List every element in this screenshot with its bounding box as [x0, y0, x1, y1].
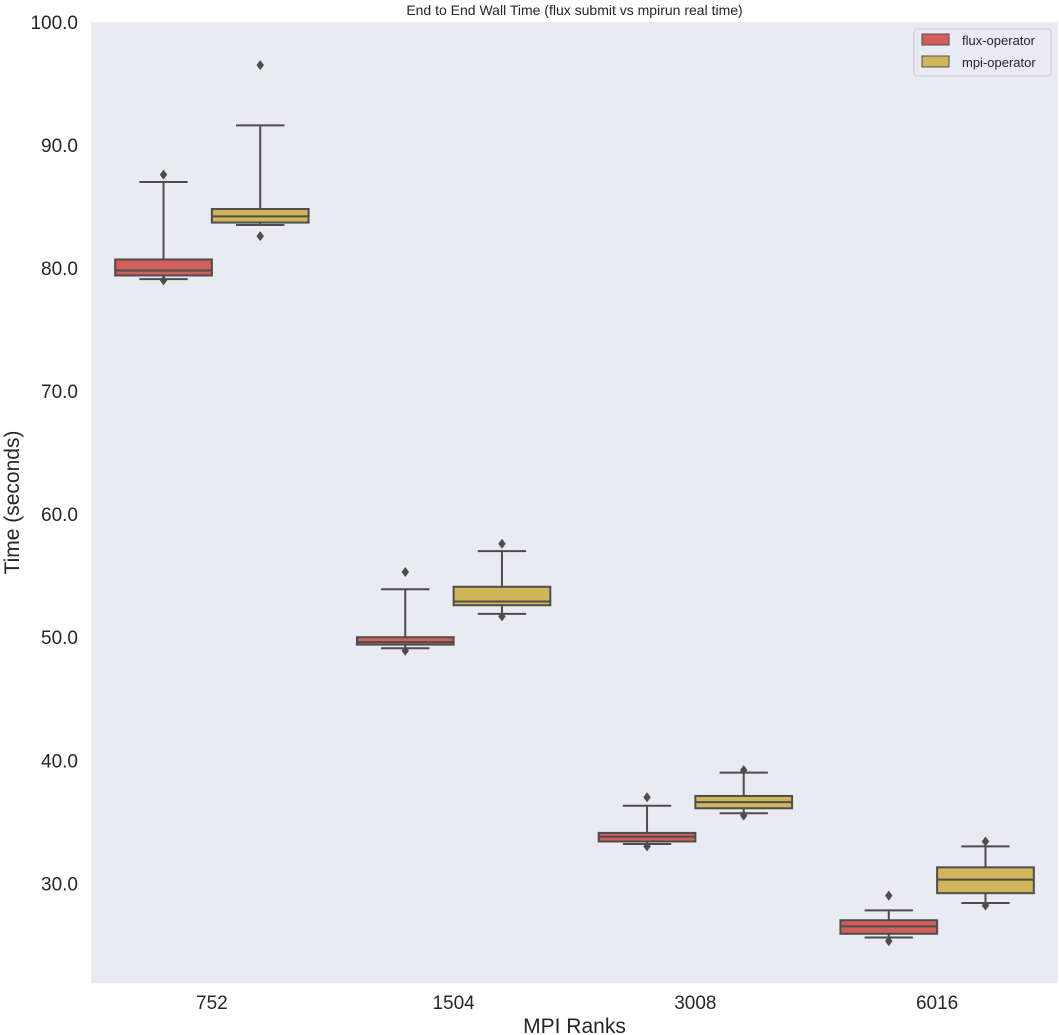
y-tick-label: 80.0	[41, 259, 78, 280]
box-groups	[114, 60, 1035, 947]
outlier-point	[498, 538, 506, 549]
legend-label: mpi-operator	[962, 55, 1036, 70]
outlier-point	[401, 645, 410, 656]
outlier-point	[159, 275, 168, 286]
legend-swatch	[921, 33, 950, 46]
box-mpi-operator-3008	[694, 765, 794, 821]
y-axis: 30.0 40.0 50.0 60.0 70.0 80.0 90.0 100.0	[30, 13, 78, 895]
legend-label: flux-operator	[962, 33, 1036, 48]
y-tick-label: 30.0	[41, 874, 78, 895]
y-tick-label: 100.0	[30, 13, 78, 34]
x-axis-title: MPI Ranks	[523, 1015, 626, 1035]
box-flux-operator-1504	[355, 567, 455, 656]
box-iqr	[355, 636, 455, 646]
box-iqr	[114, 258, 213, 277]
outlier-point	[401, 567, 410, 578]
y-tick-label: 60.0	[41, 505, 78, 526]
y-tick-label: 70.0	[41, 382, 78, 403]
box-flux-operator-6016	[839, 890, 939, 947]
legend: flux-operator mpi-operator	[913, 28, 1052, 77]
box-mpi-operator-1504	[452, 538, 552, 622]
outlier-point	[256, 60, 264, 71]
x-tick-label: 6016	[916, 993, 958, 1014]
outlier-point	[739, 765, 748, 776]
outlier-point	[885, 890, 893, 901]
x-tick-label: 1504	[432, 993, 475, 1014]
outlier-point	[159, 169, 168, 180]
outlier-point	[498, 611, 506, 622]
outlier-point	[981, 900, 990, 911]
box-flux-operator-752	[114, 169, 213, 286]
box-flux-operator-3008	[597, 792, 697, 852]
outlier-point	[885, 936, 893, 947]
outlier-point	[981, 836, 990, 847]
outlier-point	[643, 792, 651, 803]
chart-title: End to End Wall Time (flux submit vs mpi…	[406, 2, 742, 18]
y-axis-title: Time (seconds)	[1, 431, 24, 575]
x-axis: 752 1504 3008 6016	[196, 993, 958, 1014]
box-mpi-operator-752	[210, 60, 310, 242]
legend-swatch	[921, 55, 950, 68]
x-tick-label: 752	[196, 993, 228, 1014]
y-tick-label: 90.0	[41, 136, 78, 157]
box-mpi-operator-6016	[936, 836, 1035, 911]
y-tick-label: 40.0	[41, 751, 78, 772]
x-tick-label: 3008	[674, 993, 716, 1014]
outlier-point	[643, 841, 651, 852]
outlier-point	[256, 231, 264, 242]
outlier-point	[739, 810, 748, 821]
plot-area	[91, 22, 1058, 983]
y-tick-label: 50.0	[41, 628, 78, 649]
